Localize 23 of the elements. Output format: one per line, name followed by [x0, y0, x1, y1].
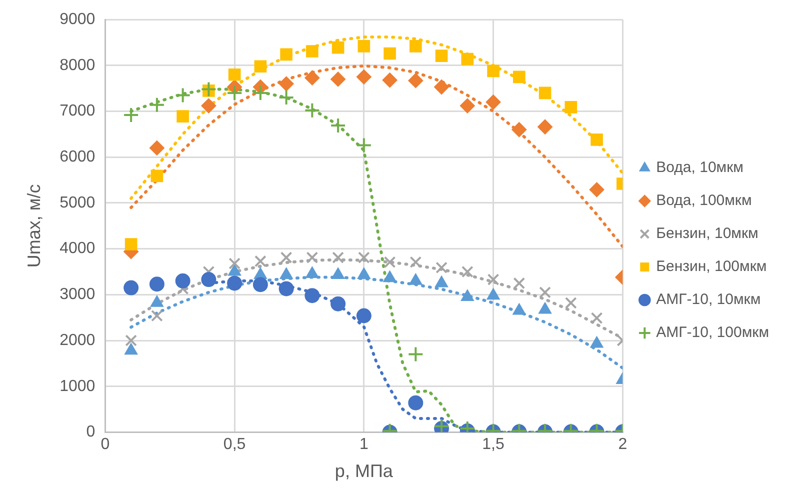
legend-label: Бензин, 100мкм: [656, 258, 767, 276]
x-tick-label: 0,5: [223, 436, 246, 454]
x-tick-label: 2: [618, 436, 628, 454]
legend-label: Вода, 10мкм: [656, 159, 744, 176]
y-tick-label: 8000: [60, 56, 96, 74]
y-tick-label: 7000: [60, 102, 96, 120]
x-tick-label: 1: [359, 436, 368, 454]
legend-label: Вода, 100мкм: [656, 192, 752, 210]
y-tick-label: 1000: [60, 378, 96, 395]
y-tick-label: 4000: [60, 240, 96, 258]
y-axis-title: Umax, м/с: [24, 184, 44, 268]
y-tick-label: 3000: [60, 286, 96, 304]
x-axis-title: p, МПа: [334, 461, 394, 482]
y-tick-label: 0: [86, 424, 96, 441]
y-tick-label: 2000: [60, 332, 96, 349]
legend-label: Бензин, 10мкм: [656, 225, 758, 242]
y-tick-label: 6000: [60, 148, 96, 166]
x-tick-label: 1,5: [482, 436, 505, 454]
y-tick-label: 9000: [60, 11, 96, 28]
legend-label: АМГ-10, 100мкм: [656, 324, 770, 342]
legend-label: АМГ-10, 10мкм: [656, 291, 761, 308]
y-tick-label: 5000: [60, 194, 96, 212]
x-tick-label: 0: [100, 436, 110, 454]
